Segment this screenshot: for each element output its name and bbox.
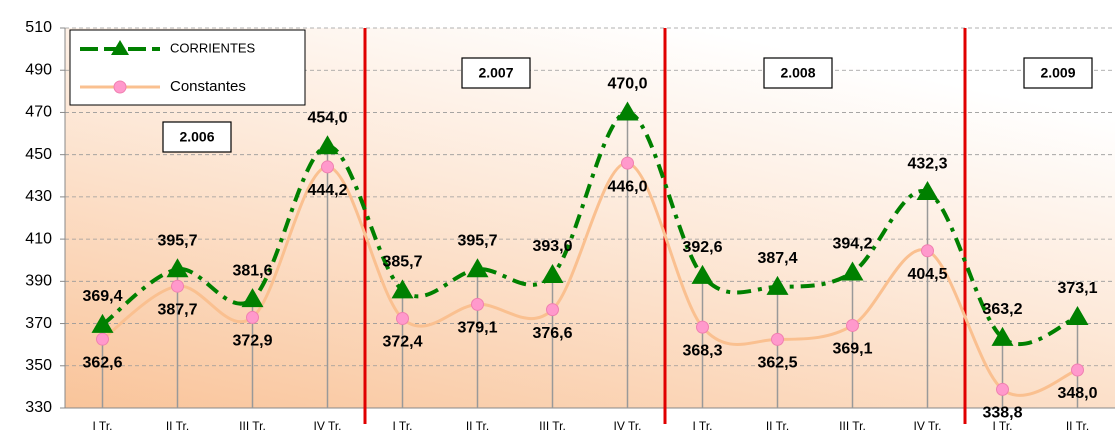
y-tick-label: 430	[25, 188, 52, 205]
value-label: 404,5	[907, 266, 947, 283]
marker	[246, 310, 259, 324]
marker	[846, 318, 859, 332]
marker	[996, 382, 1009, 396]
value-label: 392,6	[682, 239, 722, 256]
year-label: 2.006	[179, 129, 214, 145]
x-tick-label: I Tr.	[92, 419, 112, 433]
value-label: 385,7	[382, 254, 422, 271]
x-tick-label: I Tr.	[392, 419, 412, 433]
y-tick-label: 370	[25, 315, 52, 332]
legend-box	[69, 29, 306, 106]
value-label: 338,8	[982, 405, 1022, 422]
marker	[921, 244, 934, 258]
value-label: 373,1	[1057, 280, 1097, 297]
legend-marker	[113, 80, 127, 94]
year-label: 2.007	[478, 65, 513, 81]
value-label: 369,1	[832, 341, 872, 358]
y-tick-label: 350	[25, 357, 52, 374]
marker	[171, 279, 184, 293]
marker	[166, 258, 189, 278]
marker	[766, 275, 789, 295]
x-tick-label: IV Tr.	[613, 419, 641, 433]
y-tick-label: 490	[25, 61, 52, 78]
legend-label: Constantes	[170, 78, 246, 95]
value-label: 393,0	[532, 238, 572, 255]
x-tick-label: II Tr.	[166, 419, 189, 433]
value-label: 348,0	[1057, 385, 1097, 402]
marker	[616, 101, 639, 121]
value-label: 368,3	[682, 342, 722, 359]
marker	[696, 320, 709, 334]
value-label: 372,9	[232, 333, 272, 350]
y-tick-label: 410	[25, 230, 52, 247]
value-label: 362,6	[82, 354, 122, 371]
marker	[471, 297, 484, 311]
marker	[396, 311, 409, 325]
marker	[466, 258, 489, 278]
marker	[1071, 363, 1084, 377]
value-label: 394,2	[832, 236, 872, 253]
y-tick-label: 470	[25, 104, 52, 121]
value-label: 376,6	[532, 325, 572, 342]
legend-label: CORRIENTES	[170, 40, 256, 55]
y-tick-label: 510	[25, 19, 52, 36]
marker	[991, 326, 1014, 346]
x-tick-label: II Tr.	[466, 419, 489, 433]
year-box	[1023, 57, 1093, 89]
value-label: 387,4	[757, 250, 797, 267]
marker	[96, 332, 109, 346]
marker	[91, 313, 114, 333]
year-box	[763, 57, 833, 89]
value-label: 446,0	[607, 178, 647, 195]
year-label: 2.008	[780, 65, 815, 81]
legend: CORRIENTES Constantes	[69, 29, 306, 106]
x-tick-label: II Tr.	[766, 419, 789, 433]
year-box	[461, 57, 531, 89]
value-label: 372,4	[382, 334, 422, 351]
marker	[916, 181, 939, 201]
value-label: 454,0	[307, 109, 347, 126]
marker	[691, 264, 714, 284]
value-label: 381,6	[232, 262, 272, 279]
x-tick-label: I Tr.	[992, 419, 1012, 433]
legend-marker	[111, 40, 129, 55]
year-box	[162, 121, 232, 153]
value-label: 379,1	[457, 320, 497, 337]
x-tick-label: IV Tr.	[313, 419, 341, 433]
value-label: 395,7	[157, 233, 197, 250]
series-line	[101, 110, 1079, 347]
marker	[316, 135, 339, 155]
marker	[321, 160, 334, 174]
value-label: 444,2	[307, 182, 347, 199]
marker	[621, 156, 634, 170]
marker	[391, 279, 414, 299]
value-label: 362,5	[757, 355, 797, 372]
value-label: 363,2	[982, 301, 1022, 318]
x-tick-label: I Tr.	[692, 419, 712, 433]
value-label: 369,4	[82, 288, 122, 305]
year-label: 2.009	[1040, 65, 1075, 81]
x-tick-label: II Tr.	[1066, 419, 1089, 433]
y-tick-label: 450	[25, 146, 52, 163]
value-label: 395,7	[457, 233, 497, 250]
value-label: 387,7	[157, 301, 197, 318]
y-tick-label: 390	[25, 273, 52, 290]
x-tick-label: IV Tr.	[913, 419, 941, 433]
x-tick-label: III Tr.	[839, 419, 866, 433]
value-label: 470,0	[607, 76, 647, 93]
marker	[841, 261, 864, 281]
marker	[241, 288, 264, 308]
value-label: 432,3	[907, 155, 947, 172]
marker	[1066, 306, 1089, 326]
y-tick-label: 330	[25, 399, 52, 416]
marker	[546, 303, 559, 317]
marker	[541, 264, 564, 283]
marker	[771, 332, 784, 346]
x-tick-label: III Tr.	[539, 419, 566, 433]
x-tick-label: III Tr.	[239, 419, 266, 433]
